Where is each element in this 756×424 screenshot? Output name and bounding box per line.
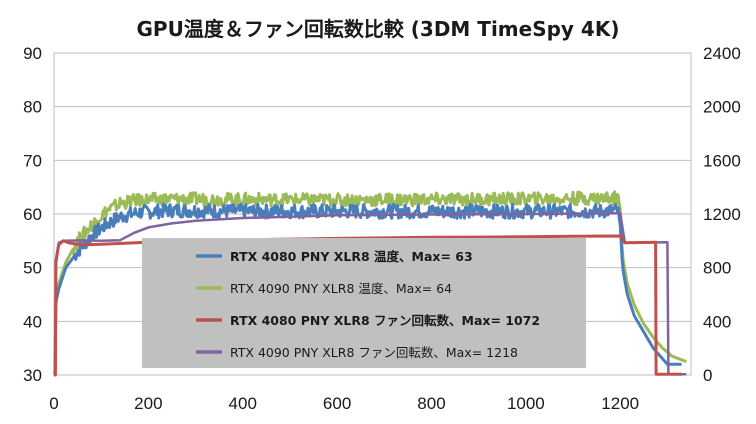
x-tick-label: 1200 bbox=[601, 394, 639, 413]
y2-tick-label: 2400 bbox=[703, 44, 741, 63]
x-tick-label: 200 bbox=[134, 394, 162, 413]
legend-label: RTX 4090 PNY XLR8 温度、Max= 64 bbox=[230, 281, 452, 296]
y-tick-label: 60 bbox=[23, 205, 42, 224]
chart-title: GPU温度＆ファン回転数比較 (3DM TimeSpy 4K) bbox=[137, 17, 620, 41]
legend-label: RTX 4080 PNY XLR8 温度、Max= 63 bbox=[230, 249, 473, 264]
series-line bbox=[53, 190, 687, 377]
y-tick-label: 40 bbox=[23, 312, 42, 331]
y-tick-label: 30 bbox=[23, 366, 42, 385]
y-tick-label: 50 bbox=[23, 259, 42, 278]
legend-background bbox=[142, 238, 586, 368]
x-tick-label: 0 bbox=[49, 394, 58, 413]
y2-tick-label: 1200 bbox=[703, 205, 741, 224]
y2-tick-label: 1600 bbox=[703, 151, 741, 170]
x-tick-label: 1000 bbox=[507, 394, 545, 413]
y-tick-label: 90 bbox=[23, 44, 42, 63]
y2-tick-label: 400 bbox=[703, 312, 731, 331]
legend: RTX 4080 PNY XLR8 温度、Max= 63 RTX 4090 PNY… bbox=[142, 238, 586, 368]
legend-label: RTX 4080 PNY XLR8 ファン回転数、Max= 1072 bbox=[230, 313, 540, 328]
x-tick-label: 400 bbox=[229, 394, 257, 413]
y-tick-label: 70 bbox=[23, 151, 42, 170]
axis-tick-labels: 30 40 50 60 70 80 90 0 400 800 1200 1600 2000 2400 0 20… bbox=[23, 44, 741, 413]
y2-tick-label: 800 bbox=[703, 259, 731, 278]
legend-label: RTX 4090 PNY XLR8 ファン回転数、Max= 1218 bbox=[230, 345, 518, 360]
y-tick-label: 80 bbox=[23, 98, 42, 117]
plot-area-frame bbox=[53, 52, 692, 376]
y2-tick-label: 2000 bbox=[703, 98, 741, 117]
y2-tick-label: 0 bbox=[703, 366, 712, 385]
x-tick-label: 600 bbox=[323, 394, 351, 413]
x-tick-label: 800 bbox=[417, 394, 445, 413]
